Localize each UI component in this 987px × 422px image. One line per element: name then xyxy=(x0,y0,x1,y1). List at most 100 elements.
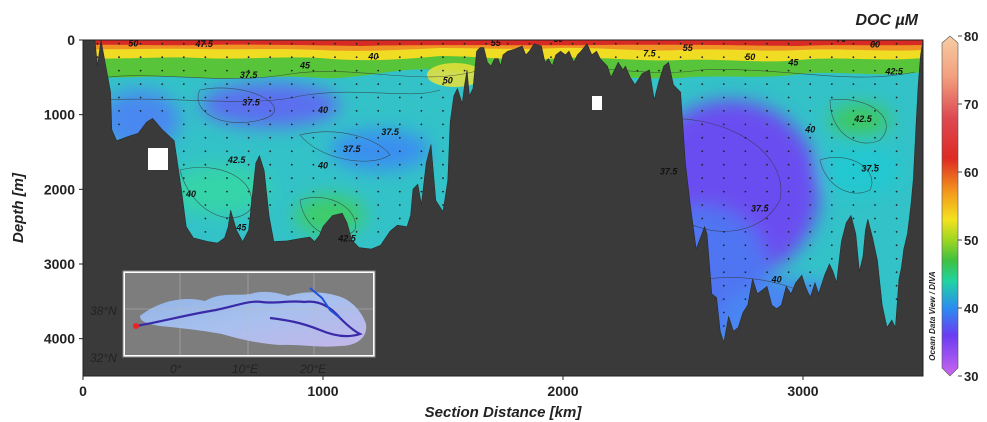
station-dot xyxy=(809,204,812,206)
station-dot xyxy=(269,110,272,112)
station-dot xyxy=(766,217,768,220)
station-dot xyxy=(830,83,833,85)
station-dot xyxy=(161,69,164,72)
station-dot xyxy=(312,110,315,112)
contour-label: 50 xyxy=(745,52,755,62)
station-dot xyxy=(161,42,164,45)
station-dot xyxy=(204,123,207,126)
station-dot xyxy=(398,150,401,153)
station-dot xyxy=(701,190,704,193)
contour-label: 50 xyxy=(443,75,453,85)
station-dot xyxy=(398,83,401,85)
station-dot xyxy=(182,110,185,112)
station-dot xyxy=(226,69,228,72)
station-dot xyxy=(852,56,855,59)
station-dot xyxy=(226,83,228,85)
station-dot xyxy=(226,123,228,126)
station-dot xyxy=(118,110,120,112)
station-dot xyxy=(744,204,747,206)
station-dot xyxy=(701,110,704,112)
station-dot xyxy=(377,163,380,166)
station-dot xyxy=(787,217,790,220)
station-dot xyxy=(830,163,833,166)
station-dot xyxy=(377,136,380,139)
station-dot xyxy=(442,163,444,166)
station-dot xyxy=(312,96,315,99)
station-dot xyxy=(269,56,272,59)
station-dot xyxy=(269,83,272,85)
station-dot xyxy=(355,110,358,112)
station-dot xyxy=(787,123,790,126)
station-dot xyxy=(398,177,401,180)
station-dot xyxy=(571,42,574,45)
x-tick-label: 3000 xyxy=(787,383,818,399)
station-dot xyxy=(182,190,185,193)
station-dot xyxy=(722,257,725,260)
contour-label: 42.5 xyxy=(227,155,247,165)
station-dot xyxy=(895,284,898,287)
station-dot xyxy=(722,231,725,233)
station-dot xyxy=(722,204,725,206)
contour-label: 37.5 xyxy=(751,204,770,214)
station-dot xyxy=(766,69,768,72)
station-dot xyxy=(809,110,812,112)
station-dot xyxy=(701,42,704,45)
station-dot xyxy=(852,110,855,112)
station-dot xyxy=(442,96,444,99)
station-dot xyxy=(204,231,207,233)
station-dot xyxy=(744,56,747,59)
station-dot xyxy=(290,231,293,233)
station-dot xyxy=(377,177,380,180)
station-dot xyxy=(744,298,747,300)
station-dot xyxy=(744,163,747,166)
station-dot xyxy=(312,83,315,85)
station-dot xyxy=(722,298,725,300)
station-dot xyxy=(398,217,401,220)
station-dot xyxy=(398,56,401,59)
station-dot xyxy=(290,83,293,85)
colorbar-tick-label: 60 xyxy=(964,165,978,180)
station-dot xyxy=(247,42,250,45)
inset-sea xyxy=(140,291,367,347)
station-dot xyxy=(874,123,876,126)
station-dot xyxy=(658,42,660,45)
station-dot xyxy=(377,83,380,85)
station-dot xyxy=(442,69,444,72)
station-dot xyxy=(312,217,315,220)
station-dot xyxy=(722,96,725,99)
station-dot xyxy=(247,83,250,85)
station-dot xyxy=(614,56,617,59)
station-dot xyxy=(787,136,790,139)
station-dot xyxy=(636,56,639,59)
station-dot xyxy=(809,217,812,220)
station-dot xyxy=(377,56,380,59)
station-dot xyxy=(139,69,142,72)
station-dot xyxy=(874,217,876,220)
station-dot xyxy=(182,69,185,72)
station-dot xyxy=(463,56,466,59)
station-dot xyxy=(118,42,120,45)
contour-label: 50 xyxy=(128,39,138,49)
station-dot xyxy=(701,163,704,166)
station-dot xyxy=(118,56,120,59)
station-dot xyxy=(852,177,855,180)
station-dot xyxy=(852,150,855,153)
station-dot xyxy=(312,123,315,126)
station-dot xyxy=(766,123,768,126)
station-dot xyxy=(830,110,833,112)
station-dot xyxy=(830,136,833,139)
station-dot xyxy=(766,163,768,166)
station-dot xyxy=(312,42,315,45)
contour-label: 42.5 xyxy=(884,66,904,76)
contour-label: 37.5 xyxy=(861,163,880,173)
contour-label: 45 xyxy=(787,57,799,67)
station-dot xyxy=(334,42,336,45)
station-dot xyxy=(269,42,272,45)
x-axis-label: Section Distance [km] xyxy=(425,404,583,421)
station-dot xyxy=(766,56,768,59)
station-dot xyxy=(895,96,898,99)
colorbar-credit: Ocean Data View / DIVA xyxy=(928,271,937,361)
station-dot xyxy=(701,56,704,59)
station-dot xyxy=(269,204,272,206)
